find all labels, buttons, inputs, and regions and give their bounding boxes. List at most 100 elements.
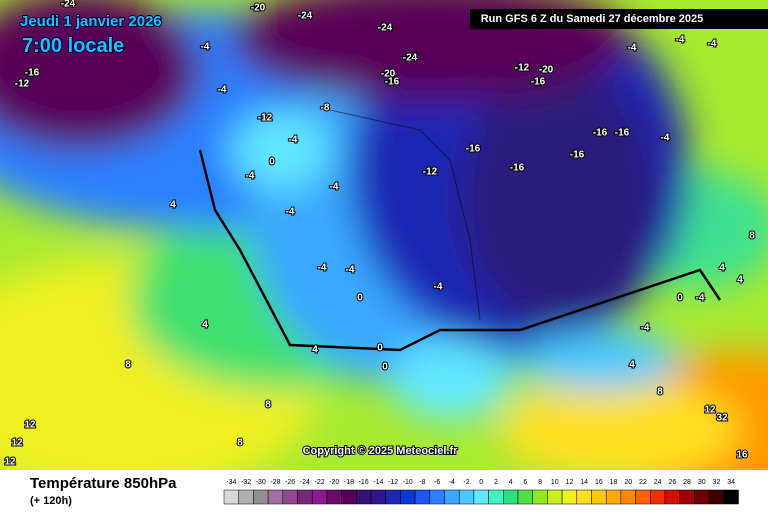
legend-swatch [561,489,578,505]
legend-label: 22 [639,479,647,486]
copyright: Copyright © 2025 Meteociel.fr [303,445,459,457]
run-banner [470,9,768,29]
contour-label: 12 [11,438,23,449]
legend-swatch [238,489,254,505]
legend-swatch [679,489,695,505]
legend-label: 8 [538,479,542,486]
legend-swatch [223,489,239,505]
legend-label: -18 [344,479,354,486]
legend-label: 20 [624,479,632,486]
legend-label: -24 [300,479,310,486]
legend-swatch [620,489,636,505]
contour-label: -4 [708,39,717,50]
contour-label: -16 [385,77,400,88]
run-text: Run GFS 6 Z du Samedi 27 décembre 2025 [481,13,704,25]
contour-label: 8 [749,231,755,242]
contour-label: 0 [269,157,275,168]
contour-label: -24 [378,23,393,34]
legend-label: 32 [713,479,721,486]
legend-label: 4 [509,479,513,486]
legend-label: 34 [727,479,735,486]
contour-label: 0 [382,362,388,373]
legend-swatch [385,489,401,505]
contour-label: 0 [357,293,363,304]
contour-label: 4 [170,200,176,211]
contour-label: -4 [434,282,443,293]
contour-label: 4 [737,275,743,286]
legend-swatch [414,489,431,505]
legend-label: 2 [494,479,498,486]
contour-label: -4 [346,265,355,276]
legend-swatch [370,489,386,505]
contour-label: -12 [258,113,273,124]
contour-label: -4 [286,207,295,218]
contour-label: -4 [628,43,637,54]
legend-swatch [547,489,563,505]
contour-label: 0 [377,343,383,354]
contour-label: -8 [321,103,330,114]
legend-label: 10 [551,479,559,486]
contour-label: -4 [289,135,298,146]
legend-label: 18 [610,479,618,486]
contour-label: -24 [403,53,418,64]
legend-label: 24 [654,479,662,486]
legend-label: -8 [419,479,425,486]
contour-label: 16 [736,450,748,461]
contour-label: 12 [4,457,16,468]
footer-lead: (+ 120h) [30,495,72,507]
legend-label: -14 [373,479,383,486]
contour-label: -4 [641,323,650,334]
legend-label: -16 [359,479,369,486]
legend-swatch [473,489,489,505]
legend-label: -28 [270,479,280,486]
date: Jeudi 1 janvier 2026 [20,13,162,30]
legend-swatch [458,489,475,505]
contour-label: 4 [202,320,208,331]
contour-label: 4 [719,263,725,274]
contour-label: -12 [15,79,30,90]
legend-label: 30 [698,479,706,486]
legend-swatch [605,489,622,505]
contour-label: -16 [466,144,481,155]
legend-swatch [664,489,680,505]
contour-label: 8 [237,438,243,449]
legend-label: -30 [256,479,266,486]
contour-label: -12 [423,167,438,178]
contour-label: 32 [716,413,728,424]
contour-label: -16 [570,150,585,161]
legend-swatch [297,489,313,505]
contour-label: -4 [246,171,255,182]
contour-label: -16 [593,128,608,139]
legend-swatch [282,489,298,505]
legend-label: 16 [595,479,603,486]
contour-label: -20 [539,65,554,76]
legend-swatch [503,489,519,505]
footer-title: Température 850hPa [30,475,177,492]
contour-label: 12 [704,405,716,416]
legend-swatch [635,489,651,505]
contour-label: 4 [629,360,635,371]
contour-label: 4 [312,345,318,356]
legend-label: -10 [403,479,413,486]
contour-label: -4 [676,35,685,46]
legend-swatch [400,489,416,505]
contour-label: 8 [265,400,271,411]
legend-label: -2 [463,479,469,486]
legend-swatch [576,489,592,505]
contour-label: -16 [531,77,546,88]
legend-swatch [356,489,372,505]
legend-swatch [591,489,607,505]
legend-swatch [517,489,533,505]
legend-swatch [708,489,725,505]
contour-label: 12 [24,420,36,431]
legend-label: 0 [479,479,483,486]
legend-label: 12 [566,479,574,486]
legend-swatch [444,489,460,505]
legend-label: 26 [668,479,676,486]
legend-swatch [488,489,504,505]
legend-swatch [253,489,269,505]
legend-label: -4 [449,479,455,486]
